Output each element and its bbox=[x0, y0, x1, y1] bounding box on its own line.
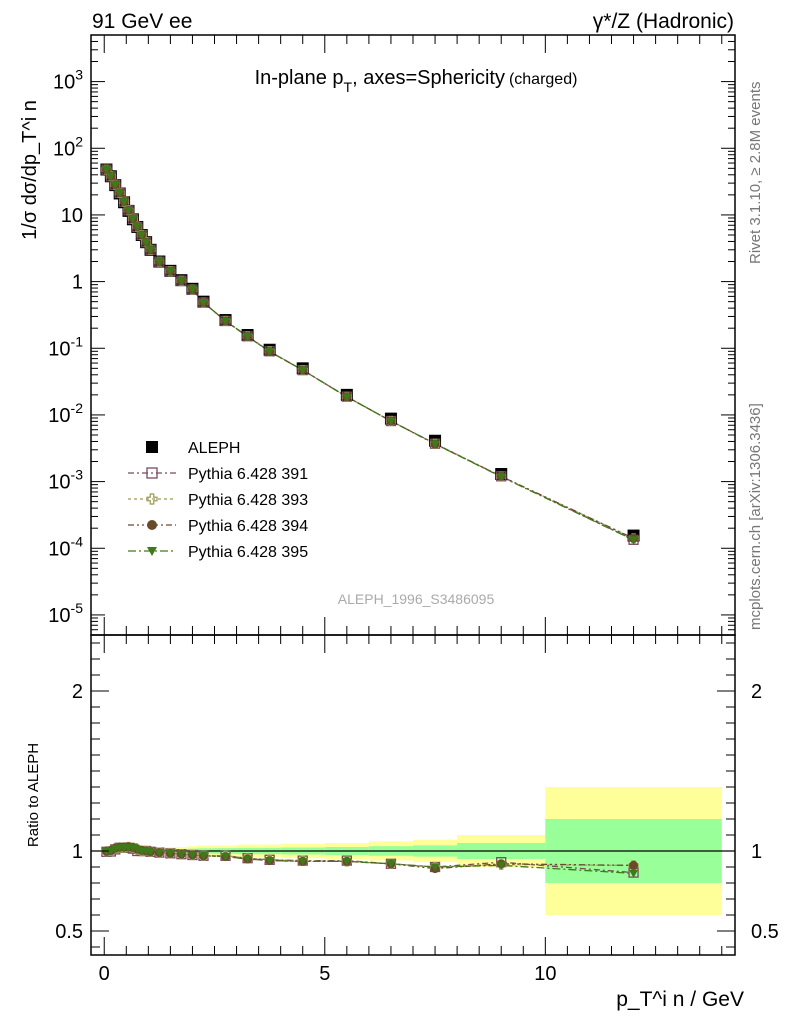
mc-point-s395 bbox=[386, 417, 396, 426]
legend-label: ALEPH bbox=[188, 440, 240, 457]
ratio-ytick-label: 0.5 bbox=[55, 921, 83, 943]
plot-title-rest: , axes=Sphericity bbox=[352, 67, 505, 89]
mcplots-side-label: mcplots.cern.ch [arXiv:1306.3436] bbox=[747, 403, 764, 630]
ratio-ytick-label: 1 bbox=[72, 841, 83, 863]
ratio-point-s395 bbox=[342, 857, 352, 866]
mc-point-s395 bbox=[176, 277, 186, 286]
ratio-point-s395 bbox=[187, 851, 197, 860]
ratio-ytick-label-right: 1 bbox=[751, 841, 762, 863]
mc-point-s395 bbox=[119, 198, 129, 207]
mc-point-s395 bbox=[101, 166, 111, 175]
ratio-point-s395 bbox=[386, 860, 396, 869]
main-y-axis-title-text: 1/σ dσ/dp_T^i n bbox=[19, 100, 41, 240]
ratio-point-s395 bbox=[496, 861, 506, 870]
header-right-label: γ*/Z (Hadronic) bbox=[593, 10, 734, 33]
mc-point-s395 bbox=[221, 317, 231, 326]
main-ytick-label: 10-4 bbox=[48, 533, 83, 560]
ratio-ytick-label-right: 0.5 bbox=[751, 921, 779, 943]
main-ytick-label: 10-1 bbox=[48, 333, 83, 360]
main-ytick-label: 10-3 bbox=[48, 467, 83, 494]
mc-point-s395 bbox=[154, 258, 164, 267]
ratio-series-markers bbox=[101, 841, 639, 878]
main-ytick-label: 10-5 bbox=[48, 600, 83, 627]
main-line-s391 bbox=[105, 169, 634, 541]
rivet-side-label: Rivet 3.1.10, ≥ 2.8M events bbox=[747, 82, 764, 265]
mc-point-s395 bbox=[146, 246, 156, 255]
ratio-point-s394 bbox=[629, 860, 639, 870]
header-left-label: 91 GeV ee bbox=[92, 10, 192, 33]
main-ytick-label: 10-2 bbox=[48, 400, 83, 427]
main-series-markers bbox=[100, 163, 640, 545]
ratio-panel-axes: 0.5 0.5 1 1 2 2 0 5 10 bbox=[55, 634, 779, 985]
plot-title-main: In-plane p bbox=[255, 67, 344, 89]
mc-point-s395 bbox=[198, 298, 208, 308]
plot-title: In-plane pT, axes=Sphericity (charged) bbox=[255, 67, 578, 95]
mc-point-s395 bbox=[110, 181, 120, 190]
legend-label: Pythia 6.428 391 bbox=[188, 466, 308, 483]
mc-point-s395 bbox=[123, 206, 133, 215]
mc-point-s395 bbox=[187, 285, 197, 295]
ratio-point-s395 bbox=[298, 857, 308, 866]
plot-title-sub: T bbox=[344, 79, 353, 95]
ratio-point-s395 bbox=[198, 852, 208, 861]
legend-marker-aleph bbox=[146, 441, 158, 453]
main-ytick-label: 103 bbox=[53, 67, 83, 94]
ratio-ytick-label-right: 2 bbox=[751, 681, 762, 703]
ratio-point-s395 bbox=[165, 849, 175, 858]
mc-point-s395 bbox=[106, 172, 116, 181]
main-line-s393 bbox=[105, 169, 634, 539]
mc-point-s395 bbox=[115, 189, 125, 198]
x-axis-title: p_T^i n / GeV bbox=[616, 988, 744, 1011]
legend-marker-s395 bbox=[147, 547, 157, 556]
ratio-point-s395 bbox=[265, 857, 275, 866]
mc-point-s395 bbox=[496, 473, 506, 482]
main-ytick-label: 10 bbox=[61, 205, 83, 227]
legend-marker-s391 bbox=[146, 467, 158, 479]
ratio-point-s395 bbox=[221, 853, 231, 862]
mc-point-s395 bbox=[128, 215, 138, 224]
main-line-s394 bbox=[105, 169, 634, 539]
ratio-y-axis-title-text: Ratio to ALEPH bbox=[25, 743, 42, 847]
ratio-y-axis-title: Ratio to ALEPH bbox=[25, 743, 42, 847]
ratio-point-s395 bbox=[154, 849, 164, 858]
ratio-uncertainty-bands bbox=[91, 787, 735, 915]
mc-point-s395 bbox=[243, 332, 253, 342]
ratio-ytick-label: 2 bbox=[72, 681, 83, 703]
legend-label: Pythia 6.428 393 bbox=[188, 492, 308, 509]
legend-marker-s393 bbox=[146, 493, 158, 505]
legend: ALEPH Pythia 6.428 391 Pythia 6.428 393 Pyt… bbox=[128, 440, 308, 561]
ratio-point-s395 bbox=[146, 848, 156, 857]
ratio-point-s395 bbox=[629, 869, 639, 878]
xtick-label: 5 bbox=[319, 963, 330, 985]
xtick-label: 0 bbox=[99, 963, 110, 985]
main-ytick-label: 102 bbox=[53, 133, 83, 160]
ratio-point-s395 bbox=[176, 850, 186, 859]
mc-point-s395 bbox=[629, 536, 639, 545]
ratio-point-s395 bbox=[243, 855, 253, 864]
legend-marker-s394 bbox=[147, 520, 157, 530]
plot-title-small: (charged) bbox=[509, 71, 577, 88]
mc-point-s395 bbox=[430, 440, 440, 449]
legend-label: Pythia 6.428 395 bbox=[188, 544, 308, 561]
legend-label: Pythia 6.428 394 bbox=[188, 518, 308, 535]
main-ytick-label: 1 bbox=[72, 272, 83, 294]
mc-point-s395 bbox=[132, 222, 142, 232]
ratio-point-s395 bbox=[106, 847, 116, 856]
ratio-point-s395 bbox=[430, 863, 440, 872]
mc-point-s395 bbox=[165, 267, 175, 276]
mc-point-s395 bbox=[137, 231, 147, 240]
main-y-axis-title: 1/σ dσ/dp_T^i n bbox=[19, 100, 41, 240]
xtick-label: 10 bbox=[534, 963, 556, 985]
main-series-lines bbox=[105, 169, 634, 541]
mc-point-s395 bbox=[298, 366, 308, 375]
main-line-s395 bbox=[105, 169, 634, 541]
analysis-watermark: ALEPH_1996_S3486095 bbox=[338, 591, 495, 607]
mc-point-s395 bbox=[265, 348, 275, 357]
mc-point-s395 bbox=[342, 393, 352, 402]
mc-point-s395 bbox=[141, 238, 151, 247]
